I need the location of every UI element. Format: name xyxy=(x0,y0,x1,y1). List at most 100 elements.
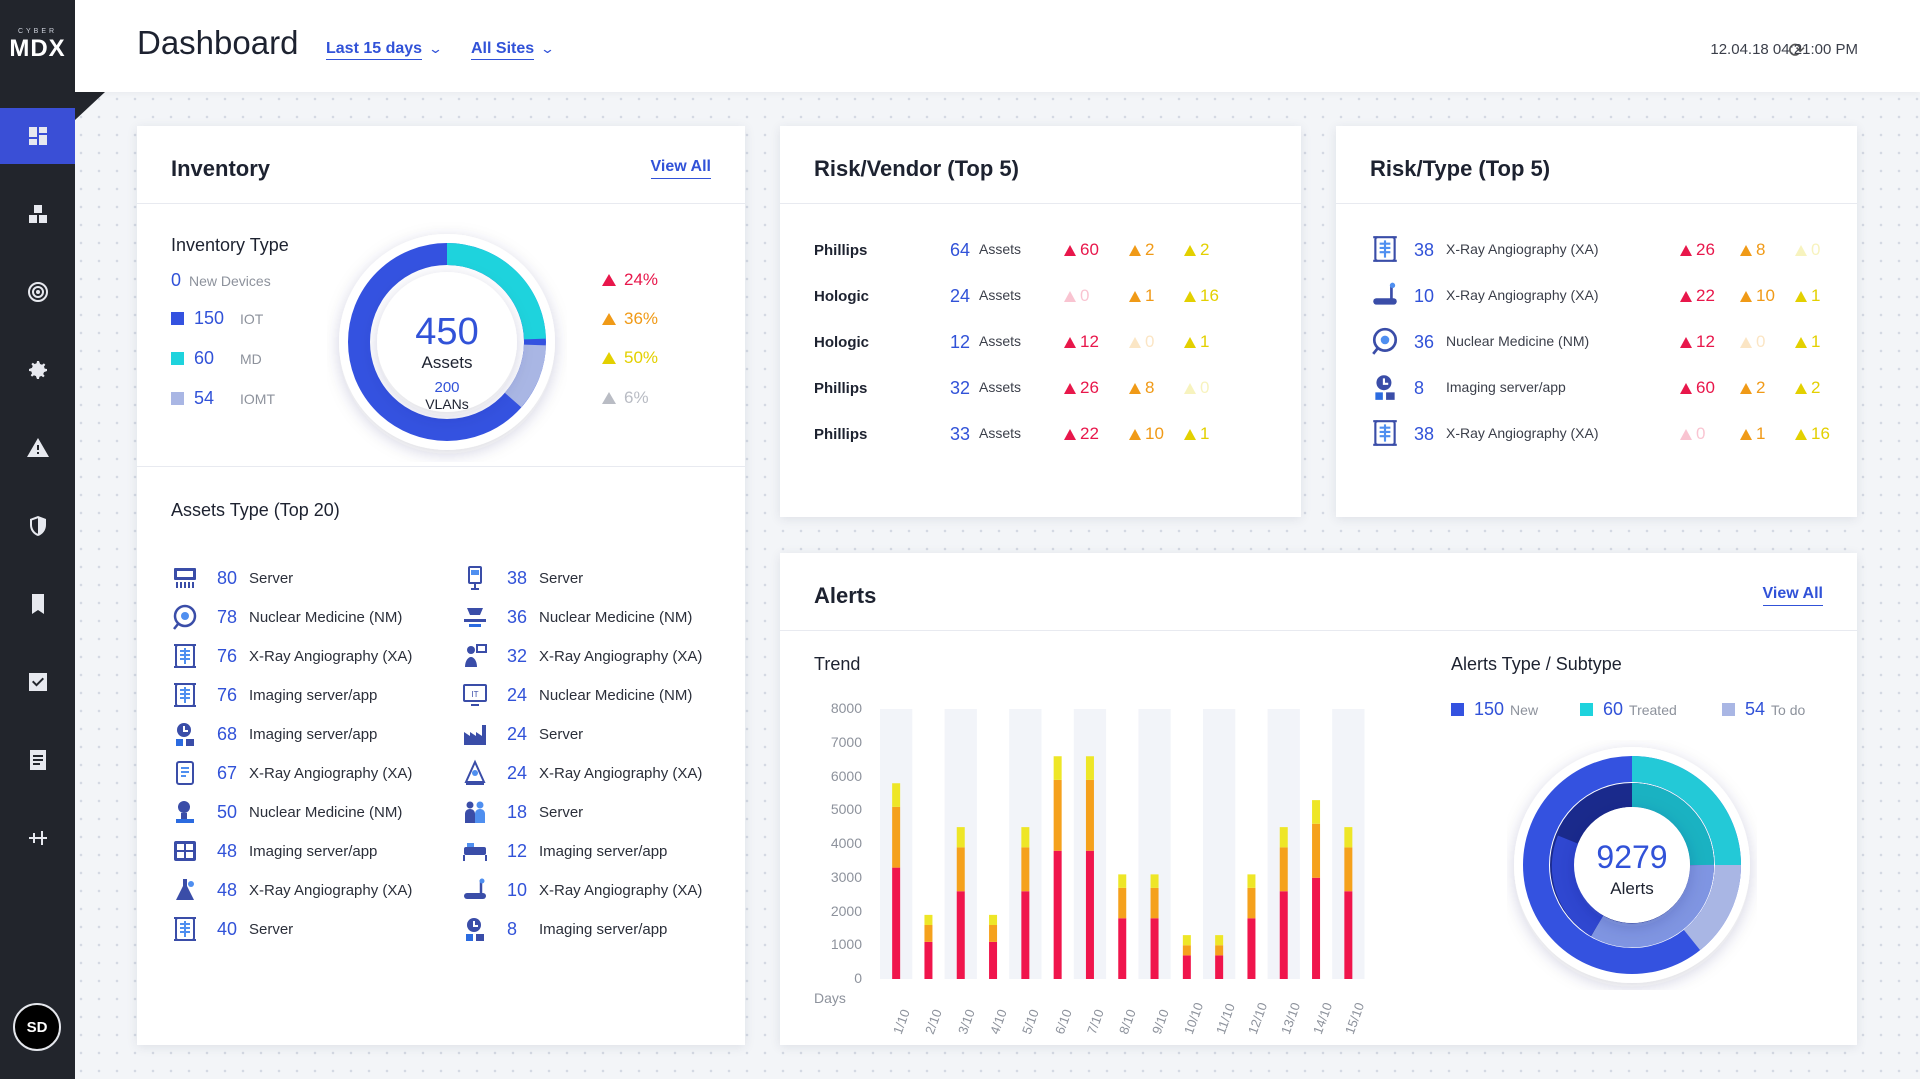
risk-vendor-row[interactable]: Phillips 33 Assets 22 10 1 xyxy=(814,422,1274,446)
new-devices-row[interactable]: 0 New Devices xyxy=(171,270,271,291)
nav-devices[interactable] xyxy=(0,186,75,242)
asset-type-row[interactable]: 32 X-Ray Angiography (XA) xyxy=(461,642,702,670)
trend-bar-segment[interactable] xyxy=(1344,827,1353,848)
trend-bar-segment[interactable] xyxy=(924,941,933,979)
period-filter-dropdown[interactable]: Last 15 days ⌄ xyxy=(326,40,443,60)
trend-bar-segment[interactable] xyxy=(1344,847,1353,892)
trend-bar-segment[interactable] xyxy=(1344,891,1353,979)
logo[interactable]: CYBER MDX xyxy=(0,0,75,90)
inventory-type-row[interactable]: 150 IOT xyxy=(171,308,263,329)
risk-vendor-row[interactable]: Phillips 64 Assets 60 2 2 xyxy=(814,238,1274,262)
nav-dashboard[interactable] xyxy=(0,108,75,164)
risk-vendor-row[interactable]: Phillips 32 Assets 26 8 0 xyxy=(814,376,1274,400)
trend-bar-segment[interactable] xyxy=(1215,955,1224,979)
trend-bar-segment[interactable] xyxy=(1279,847,1288,892)
trend-bar-segment[interactable] xyxy=(1021,847,1030,892)
trend-bar-segment[interactable] xyxy=(1021,891,1030,979)
trend-bar-segment[interactable] xyxy=(1150,887,1159,919)
trend-bar-segment[interactable] xyxy=(989,914,998,925)
trend-bar-segment[interactable] xyxy=(1279,827,1288,848)
nav-tasks[interactable] xyxy=(0,654,75,710)
trend-bar-segment[interactable] xyxy=(1053,779,1062,851)
trend-bar-segment[interactable] xyxy=(1182,945,1191,956)
risk-vendor-row[interactable]: Hologic 24 Assets 0 1 16 xyxy=(814,284,1274,308)
trend-bar-segment[interactable] xyxy=(1053,850,1062,979)
trend-bar-segment[interactable] xyxy=(892,783,901,807)
sites-filter-dropdown[interactable]: All Sites ⌄ xyxy=(471,40,555,60)
trend-bar-segment[interactable] xyxy=(1215,935,1224,946)
alerts-legend-new[interactable]: 150 New xyxy=(1451,699,1538,720)
asset-type-row[interactable]: 76 X-Ray Angiography (XA) xyxy=(171,642,412,670)
inventory-type-row[interactable]: 54 IOMT xyxy=(171,388,275,409)
risk-vendor-row[interactable]: Hologic 12 Assets 12 0 1 xyxy=(814,330,1274,354)
trend-bar-segment[interactable] xyxy=(1021,827,1030,848)
risk-type-row[interactable]: 38 X-Ray Angiography (XA) 0 1 16 xyxy=(1370,420,1830,446)
trend-bar-segment[interactable] xyxy=(989,925,998,942)
trend-bar-segment[interactable] xyxy=(1247,918,1256,979)
nav-reports[interactable] xyxy=(0,732,75,788)
asset-type-row[interactable]: 12 Imaging server/app xyxy=(461,837,667,865)
trend-bar-segment[interactable] xyxy=(1182,935,1191,946)
risk-type-row[interactable]: 36 Nuclear Medicine (NM) 12 0 1 xyxy=(1370,327,1830,355)
inventory-view-all-link[interactable]: View All xyxy=(650,158,711,179)
asset-type-row[interactable]: 78 Nuclear Medicine (NM) xyxy=(171,603,402,631)
trend-bar-segment[interactable] xyxy=(1312,800,1321,824)
trend-bar-segment[interactable] xyxy=(1118,874,1127,888)
asset-type-row[interactable]: 8 Imaging server/app xyxy=(461,915,667,943)
inventory-donut-chart[interactable]: 450 Assets 200 VLANs xyxy=(327,222,567,462)
trend-bar-segment[interactable] xyxy=(1312,877,1321,979)
trend-bar-segment[interactable] xyxy=(989,941,998,979)
asset-type-row[interactable]: 48 Imaging server/app xyxy=(171,837,377,865)
asset-type-row[interactable]: 40 Server xyxy=(171,915,293,943)
asset-type-row[interactable]: 68 Imaging server/app xyxy=(171,720,377,748)
trend-bar-segment[interactable] xyxy=(1247,887,1256,919)
risk-type-row[interactable]: 38 X-Ray Angiography (XA) 26 8 0 xyxy=(1370,236,1830,262)
trend-bar-segment[interactable] xyxy=(892,867,901,979)
trend-bar-segment[interactable] xyxy=(924,914,933,925)
inventory-type-row[interactable]: 60 MD xyxy=(171,348,262,369)
trend-bar-segment[interactable] xyxy=(1085,850,1094,979)
trend-bar-segment[interactable] xyxy=(1182,955,1191,979)
alerts-view-all-link[interactable]: View All xyxy=(1762,585,1823,606)
asset-type-row[interactable]: 80 Server xyxy=(171,564,293,592)
risk-type-row[interactable]: 8 Imaging server/app 60 2 2 xyxy=(1370,375,1830,400)
asset-type-row[interactable]: 67 X-Ray Angiography (XA) xyxy=(171,759,412,787)
asset-type-row[interactable]: 76 Imaging server/app xyxy=(171,681,377,709)
trend-bar-segment[interactable] xyxy=(892,806,901,868)
risk-type-row[interactable]: 10 X-Ray Angiography (XA) 22 10 1 xyxy=(1370,282,1830,308)
alerts-legend-todo[interactable]: 54 To do xyxy=(1722,699,1805,720)
asset-type-row[interactable]: 24 Server xyxy=(461,720,583,748)
nav-settings[interactable] xyxy=(0,342,75,398)
trend-bar-segment[interactable] xyxy=(924,925,933,942)
trend-bar-segment[interactable] xyxy=(956,847,965,892)
user-avatar[interactable]: SD xyxy=(13,1003,61,1051)
asset-type-row[interactable]: 48 X-Ray Angiography (XA) xyxy=(171,876,412,904)
trend-bar-segment[interactable] xyxy=(1215,945,1224,956)
alerts-donut-chart[interactable]: 9279 Alerts xyxy=(1507,740,1757,990)
trend-bar-segment[interactable] xyxy=(1053,756,1062,780)
asset-type-row[interactable]: 24 X-Ray Angiography (XA) xyxy=(461,759,702,787)
trend-bar-segment[interactable] xyxy=(1118,887,1127,919)
nav-radar[interactable] xyxy=(0,264,75,320)
asset-type-row[interactable]: 18 Server xyxy=(461,798,583,826)
trend-bar-segment[interactable] xyxy=(1247,874,1256,888)
trend-bar-segment[interactable] xyxy=(956,827,965,848)
trend-bar-segment[interactable] xyxy=(1150,874,1159,888)
asset-type-row[interactable]: IT 24 Nuclear Medicine (NM) xyxy=(461,681,692,709)
trend-bar-chart[interactable] xyxy=(880,699,1380,999)
nav-filters[interactable] xyxy=(0,810,75,866)
nav-warnings[interactable] xyxy=(0,420,75,476)
trend-bar-segment[interactable] xyxy=(1312,823,1321,878)
trend-bar-segment[interactable] xyxy=(1279,891,1288,979)
asset-type-row[interactable]: 36 Nuclear Medicine (NM) xyxy=(461,603,692,631)
trend-bar-segment[interactable] xyxy=(1085,779,1094,851)
trend-bar-segment[interactable] xyxy=(1118,918,1127,979)
trend-bar-segment[interactable] xyxy=(1085,756,1094,780)
trend-bar-segment[interactable] xyxy=(956,891,965,979)
nav-security[interactable] xyxy=(0,498,75,554)
asset-type-row[interactable]: 50 Nuclear Medicine (NM) xyxy=(171,798,402,826)
refresh-icon[interactable]: ⟳ xyxy=(1788,40,1805,62)
trend-bar-segment[interactable] xyxy=(1150,918,1159,979)
asset-type-row[interactable]: 10 X-Ray Angiography (XA) xyxy=(461,876,702,904)
nav-bookmarks[interactable] xyxy=(0,576,75,632)
